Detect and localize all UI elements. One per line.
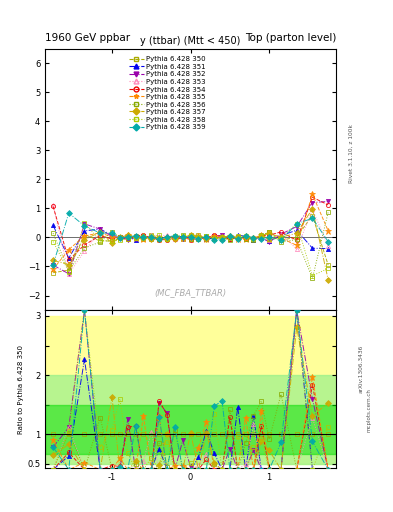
Text: Rivet 3.1.10, z 100k: Rivet 3.1.10, z 100k bbox=[349, 124, 354, 183]
Bar bbox=[45, 404, 336, 454]
Bar bbox=[45, 316, 336, 464]
Legend: Pythia 6.428 350, Pythia 6.428 351, Pythia 6.428 352, Pythia 6.428 353, Pythia 6: Pythia 6.428 350, Pythia 6.428 351, Pyth… bbox=[127, 55, 207, 132]
Text: (MC_FBA_TTBAR): (MC_FBA_TTBAR) bbox=[154, 288, 227, 297]
Text: 1960 GeV ppbar: 1960 GeV ppbar bbox=[45, 33, 130, 44]
Text: mcplots.cern.ch: mcplots.cern.ch bbox=[367, 388, 372, 432]
Bar bbox=[45, 375, 336, 464]
Y-axis label: Ratio to Pythia 6.428 350: Ratio to Pythia 6.428 350 bbox=[18, 345, 24, 434]
Title: y (ttbar) (Mtt < 450): y (ttbar) (Mtt < 450) bbox=[140, 36, 241, 47]
Text: arXiv:1306.3436: arXiv:1306.3436 bbox=[359, 345, 364, 393]
Text: Top (parton level): Top (parton level) bbox=[244, 33, 336, 44]
